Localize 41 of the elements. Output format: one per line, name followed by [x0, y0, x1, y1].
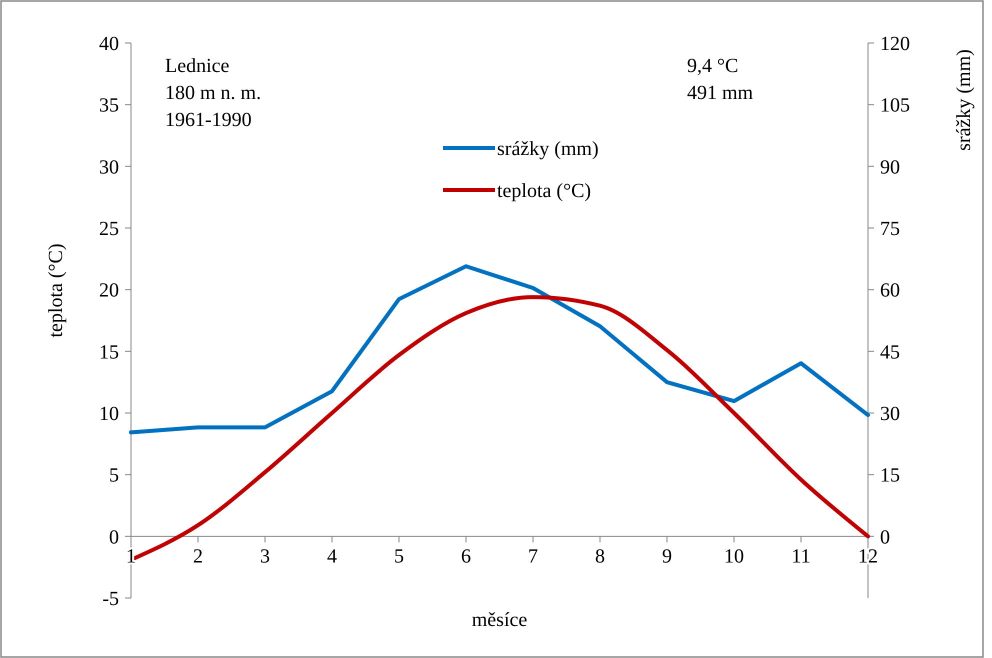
x-tick-label: 12	[858, 545, 878, 568]
annotation: 180 m n. m.	[165, 82, 262, 104]
x-tick-label: 5	[394, 545, 404, 568]
y2-axis-title: srážky (mm)	[953, 49, 975, 151]
annotation: 9,4 °C	[687, 55, 738, 77]
annotation: Lednice	[165, 55, 230, 77]
y2-tick-label: 0	[880, 526, 890, 548]
x-tick-label: 8	[595, 545, 605, 568]
y-tick-label: 15	[99, 341, 119, 364]
y-tick-label: 40	[99, 33, 119, 55]
x-tick-label: 6	[461, 545, 471, 568]
y2-tick-label: 45	[880, 341, 900, 364]
y2-tick-label: 60	[880, 280, 900, 302]
legend-label: teplota (°C)	[497, 180, 592, 202]
x-tick-label: 3	[260, 545, 270, 568]
y2-tick-label: 15	[880, 464, 900, 487]
x-tick-label: 2	[193, 545, 203, 568]
y-tick-label: 30	[99, 156, 119, 178]
y-tick-label: 0	[109, 526, 119, 548]
x-tick-label: 9	[662, 545, 672, 568]
y-tick-label: 20	[99, 280, 119, 302]
annotation: 1961-1990	[165, 109, 252, 131]
y2-tick-label: 105	[880, 94, 910, 117]
x-tick-label: 11	[791, 545, 811, 568]
y-tick-label: 10	[99, 403, 119, 425]
y-tick-label: -5	[102, 588, 119, 610]
y2-tick-label: 30	[880, 403, 900, 425]
y-tick-label: 5	[109, 464, 119, 487]
x-axis-title: měsíce	[472, 609, 528, 631]
y2-tick-label: 120	[880, 33, 910, 55]
x-tick-label: 10	[724, 545, 744, 568]
y-tick-label: 25	[99, 218, 119, 240]
y-axis-title: teplota (°C)	[45, 243, 67, 338]
annotation: 491 mm	[687, 82, 754, 104]
y2-tick-label: 90	[880, 156, 900, 178]
x-tick-label: 4	[327, 545, 337, 568]
y-tick-label: 35	[99, 94, 119, 117]
y2-tick-label: 75	[880, 218, 900, 240]
legend-label: srážky (mm)	[497, 138, 599, 160]
line-series	[129, 264, 870, 434]
x-tick-label: 7	[528, 545, 538, 568]
